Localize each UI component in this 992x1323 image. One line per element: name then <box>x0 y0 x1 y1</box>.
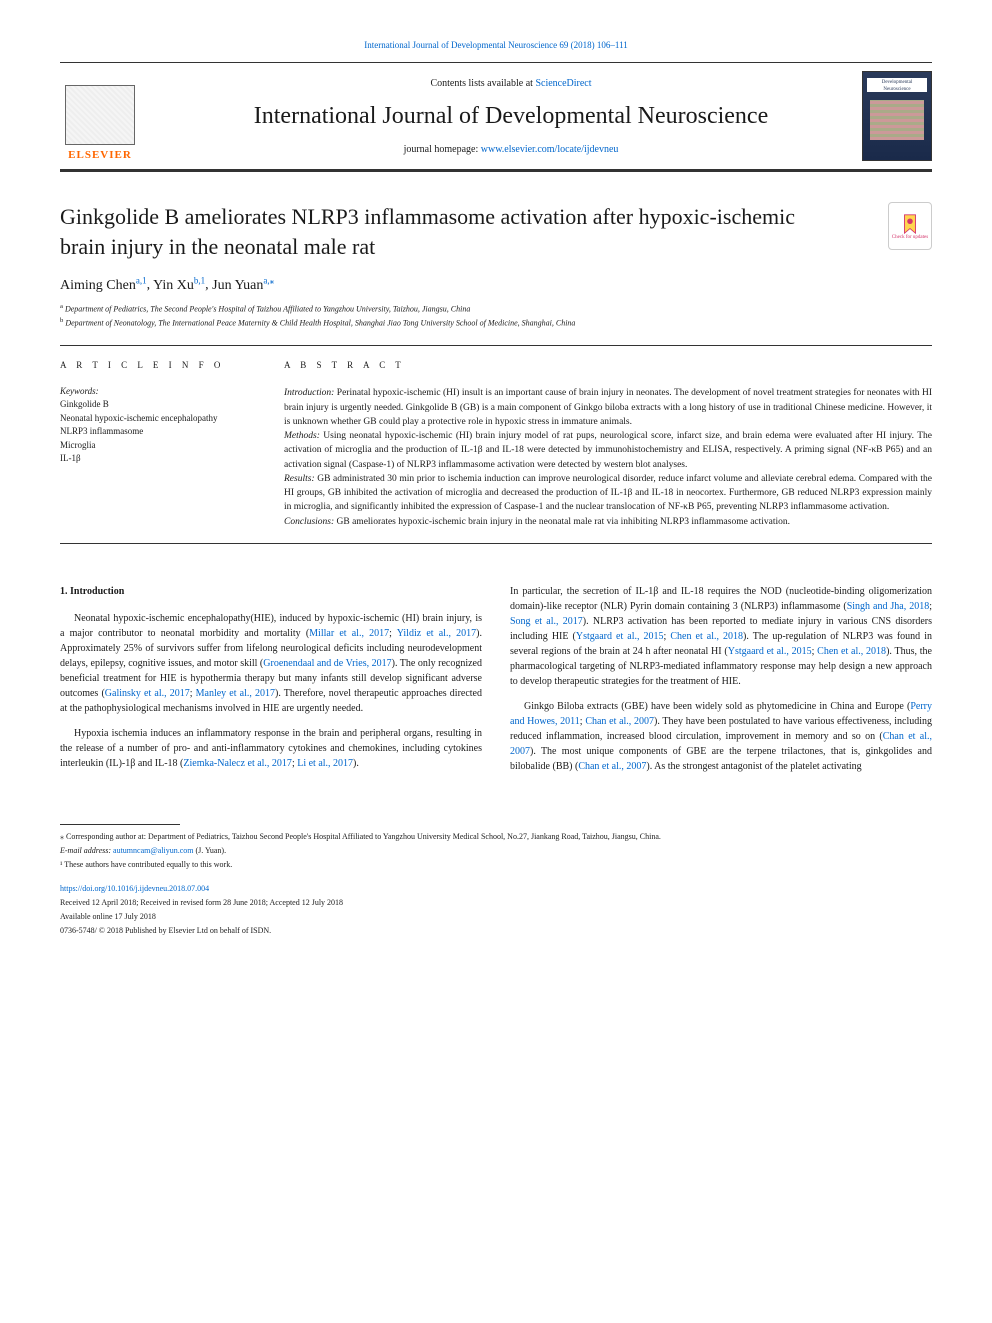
email-link[interactable]: autumncam@aliyun.com <box>113 846 193 855</box>
left-column: 1. Introduction Neonatal hypoxic-ischemi… <box>60 584 482 784</box>
article-info: A R T I C L E I N F O Keywords: Ginkgoli… <box>60 345 270 543</box>
citation-link[interactable]: Ystgaard et al., 2015 <box>728 646 812 657</box>
abstract-methods: Using neonatal hypoxic-ischemic (HI) bra… <box>284 431 932 470</box>
citation-link[interactable]: Ystgaard et al., 2015 <box>576 631 664 642</box>
keyword: Ginkgolide B <box>60 398 256 412</box>
citation-link[interactable]: Millar et al., 2017 <box>309 628 389 639</box>
article-header: Ginkgolide B ameliorates NLRP3 inflammas… <box>60 202 932 261</box>
body-columns: 1. Introduction Neonatal hypoxic-ischemi… <box>60 584 932 784</box>
homepage-label: journal homepage: <box>404 144 481 155</box>
journal-title: International Journal of Developmental N… <box>160 103 862 130</box>
journal-homepage: journal homepage: www.elsevier.com/locat… <box>160 144 862 155</box>
journal-center: Contents lists available at ScienceDirec… <box>160 78 862 155</box>
citation-link[interactable]: Chan et al., 2007 <box>585 716 654 727</box>
keyword: NLRP3 inflammasome <box>60 425 256 439</box>
contents-line: Contents lists available at ScienceDirec… <box>160 78 862 89</box>
citation-link[interactable]: Li et al., 2017 <box>297 758 353 769</box>
sciencedirect-link[interactable]: ScienceDirect <box>535 78 591 89</box>
affiliation-b: b Department of Neonatology, The Interna… <box>60 316 932 330</box>
journal-header: ELSEVIER Contents lists available at Sci… <box>60 62 932 172</box>
authors: Aiming Chena,1, Yin Xub,1, Jun Yuana,⁎ <box>60 275 932 294</box>
paragraph: Hypoxia ischemia induces an inflammatory… <box>60 726 482 771</box>
article-title: Ginkgolide B ameliorates NLRP3 inflammas… <box>60 202 820 261</box>
right-column: In particular, the secretion of IL-1β an… <box>510 584 932 784</box>
author-1: Yin Xub,1 <box>153 278 205 293</box>
abstract: A B S T R A C T Introduction: Perinatal … <box>270 345 932 543</box>
affiliations: a Department of Pediatrics, The Second P… <box>60 302 932 329</box>
online-footnote: Available online 17 July 2018 <box>60 911 932 923</box>
keyword: IL-1β <box>60 452 256 466</box>
citation-link[interactable]: Chen et al., 2018 <box>670 631 743 642</box>
paragraph: In particular, the secretion of IL-1β an… <box>510 584 932 689</box>
citation-link[interactable]: Yildiz et al., 2017 <box>397 628 476 639</box>
abstract-heading: A B S T R A C T <box>284 360 932 370</box>
homepage-link[interactable]: www.elsevier.com/locate/ijdevneu <box>481 144 619 155</box>
affiliation-a: a Department of Pediatrics, The Second P… <box>60 302 932 316</box>
keywords-label: Keywords: <box>60 386 256 396</box>
doi-link[interactable]: https://doi.org/10.1016/j.ijdevneu.2018.… <box>60 884 209 893</box>
elsevier-tree-icon <box>65 85 135 145</box>
citation-link[interactable]: Galinsky et al., 2017 <box>105 688 190 699</box>
keywords-list: Ginkgolide B Neonatal hypoxic-ischemic e… <box>60 398 256 466</box>
abstract-intro: Perinatal hypoxic-ischemic (HI) insult i… <box>284 388 932 427</box>
abstract-conclusions-label: Conclusions: <box>284 517 337 527</box>
abstract-results-label: Results: <box>284 474 317 484</box>
citation-link[interactable]: Manley et al., 2017 <box>196 688 275 699</box>
elsevier-logo: ELSEVIER <box>60 71 140 161</box>
bookmark-icon <box>899 213 921 235</box>
contrib-footnote: ¹ These authors have contributed equally… <box>60 859 932 871</box>
citation-link[interactable]: Ziemka-Nalecz et al., 2017 <box>183 758 292 769</box>
corresponding-footnote: ⁎ Corresponding author at: Department of… <box>60 831 932 843</box>
paragraph: Neonatal hypoxic-ischemic encephalopathy… <box>60 611 482 716</box>
abstract-results: GB administrated 30 min prior to ischemi… <box>284 474 932 513</box>
info-abstract-block: A R T I C L E I N F O Keywords: Ginkgoli… <box>60 345 932 544</box>
author-2: Jun Yuana,⁎ <box>212 278 274 293</box>
copyright-footnote: 0736-5748/ © 2018 Published by Elsevier … <box>60 925 932 937</box>
cover-title: Developmental Neuroscience <box>867 78 927 92</box>
top-citation: International Journal of Developmental N… <box>60 40 932 50</box>
footnote-rule <box>60 824 180 825</box>
author-0: Aiming Chena,1 <box>60 278 147 293</box>
keyword: Neonatal hypoxic-ischemic encephalopathy <box>60 412 256 426</box>
citation-link[interactable]: Chen et al., 2018 <box>817 646 886 657</box>
section-title: 1. Introduction <box>60 584 482 599</box>
abstract-intro-label: Introduction: <box>284 388 337 398</box>
citation-link[interactable]: Chan et al., 2007 <box>578 761 646 772</box>
contents-text: Contents lists available at <box>430 78 535 89</box>
journal-cover-thumb: Developmental Neuroscience <box>862 71 932 161</box>
keyword: Microglia <box>60 439 256 453</box>
citation-link[interactable]: Song et al., 2017 <box>510 616 583 627</box>
abstract-conclusions: GB ameliorates hypoxic-ischemic brain in… <box>337 517 791 527</box>
check-updates-badge[interactable]: Check for updates <box>888 202 932 250</box>
check-updates-label: Check for updates <box>892 235 928 240</box>
abstract-methods-label: Methods: <box>284 431 323 441</box>
elsevier-label: ELSEVIER <box>68 149 132 161</box>
citation-link[interactable]: Groenendaal and de Vries, 2017 <box>263 658 391 669</box>
doi-footnote: https://doi.org/10.1016/j.ijdevneu.2018.… <box>60 883 932 895</box>
article-info-heading: A R T I C L E I N F O <box>60 360 256 370</box>
abstract-body: Introduction: Perinatal hypoxic-ischemic… <box>284 386 932 529</box>
cover-image-icon <box>870 100 924 140</box>
paragraph: Ginkgo Biloba extracts (GBE) have been w… <box>510 699 932 774</box>
email-footnote: E-mail address: autumncam@aliyun.com (J.… <box>60 845 932 857</box>
footnotes: ⁎ Corresponding author at: Department of… <box>60 831 932 937</box>
received-footnote: Received 12 April 2018; Received in revi… <box>60 897 932 909</box>
citation-link[interactable]: Singh and Jha, 2018 <box>847 601 930 612</box>
